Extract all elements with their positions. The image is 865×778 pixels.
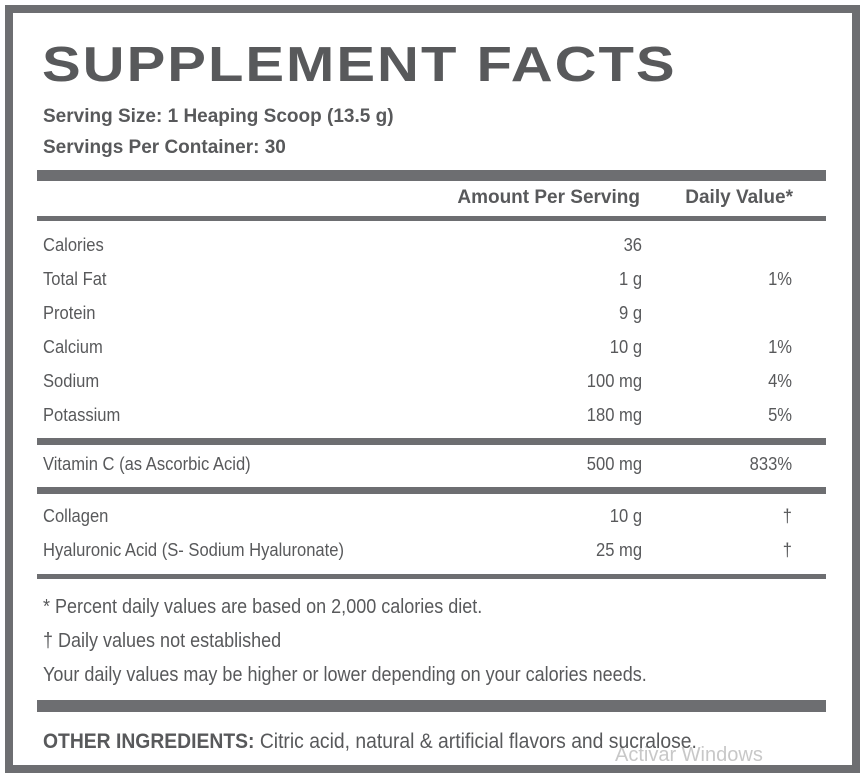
label-border bbox=[5, 5, 860, 773]
header-daily-value: Daily Value* bbox=[685, 187, 793, 208]
header-amount: Amount Per Serving bbox=[457, 187, 640, 208]
footnote: † Daily values not established bbox=[43, 630, 282, 652]
nutrient-name: Sodium bbox=[43, 371, 100, 391]
divider bbox=[37, 216, 826, 221]
title: SUPPLEMENT FACTS bbox=[42, 36, 677, 92]
nutrient-name: Protein bbox=[43, 303, 96, 323]
nutrient-amount: 10 g bbox=[609, 337, 642, 357]
nutrient-name: Vitamin C (as Ascorbic Acid) bbox=[43, 454, 251, 474]
footnote: * Percent daily values are based on 2,00… bbox=[43, 596, 483, 618]
other-ingredients-label: OTHER INGREDIENTS: bbox=[43, 730, 255, 753]
divider bbox=[37, 700, 826, 712]
nutrient-amount: 25 mg bbox=[595, 540, 642, 560]
nutrient-name: Hyaluronic Acid (S- Sodium Hyaluronate) bbox=[43, 540, 344, 560]
nutrient-name: Calcium bbox=[43, 337, 103, 357]
nutrient-amount: 180 mg bbox=[586, 405, 642, 425]
nutrient-amount: 1 g bbox=[618, 269, 642, 289]
nutrient-daily-value: 5% bbox=[768, 405, 792, 425]
nutrient-amount: 10 g bbox=[609, 506, 642, 526]
servings-per-container: Servings Per Container: 30 bbox=[43, 137, 286, 158]
nutrient-amount: 36 bbox=[623, 235, 642, 255]
divider bbox=[37, 170, 826, 181]
serving-size: Serving Size: 1 Heaping Scoop (13.5 g) bbox=[43, 106, 394, 127]
nutrient-daily-value: 4% bbox=[768, 371, 792, 391]
nutrient-name: Potassium bbox=[43, 405, 121, 425]
divider bbox=[37, 438, 826, 445]
watermark: Activar Windows bbox=[615, 744, 763, 766]
nutrient-amount: 100 mg bbox=[586, 371, 642, 391]
nutrient-daily-value: 1% bbox=[768, 269, 792, 289]
nutrient-daily-value: 1% bbox=[768, 337, 792, 357]
footnote: Your daily values may be higher or lower… bbox=[43, 664, 647, 686]
nutrient-name: Collagen bbox=[43, 506, 109, 526]
nutrient-daily-value: † bbox=[782, 506, 792, 526]
nutrient-amount: 500 mg bbox=[586, 454, 642, 474]
nutrient-daily-value: 833% bbox=[749, 454, 792, 474]
divider bbox=[37, 574, 826, 579]
divider bbox=[37, 487, 826, 494]
nutrient-name: Total Fat bbox=[43, 269, 107, 289]
other-ingredients: OTHER INGREDIENTS: Citric acid, natural … bbox=[43, 731, 697, 752]
nutrient-daily-value: † bbox=[782, 540, 792, 560]
nutrient-amount: 9 g bbox=[618, 303, 642, 323]
nutrient-name: Calories bbox=[43, 235, 104, 255]
other-ingredients-text: Citric acid, natural & artificial flavor… bbox=[254, 730, 697, 753]
